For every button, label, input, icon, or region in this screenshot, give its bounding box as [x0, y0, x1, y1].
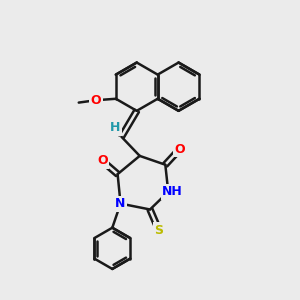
Text: O: O [91, 94, 101, 107]
Text: S: S [154, 224, 163, 237]
Text: N: N [116, 197, 126, 210]
Text: O: O [174, 143, 185, 156]
Text: NH: NH [162, 185, 183, 198]
Text: H: H [110, 122, 121, 134]
Text: O: O [97, 154, 108, 167]
